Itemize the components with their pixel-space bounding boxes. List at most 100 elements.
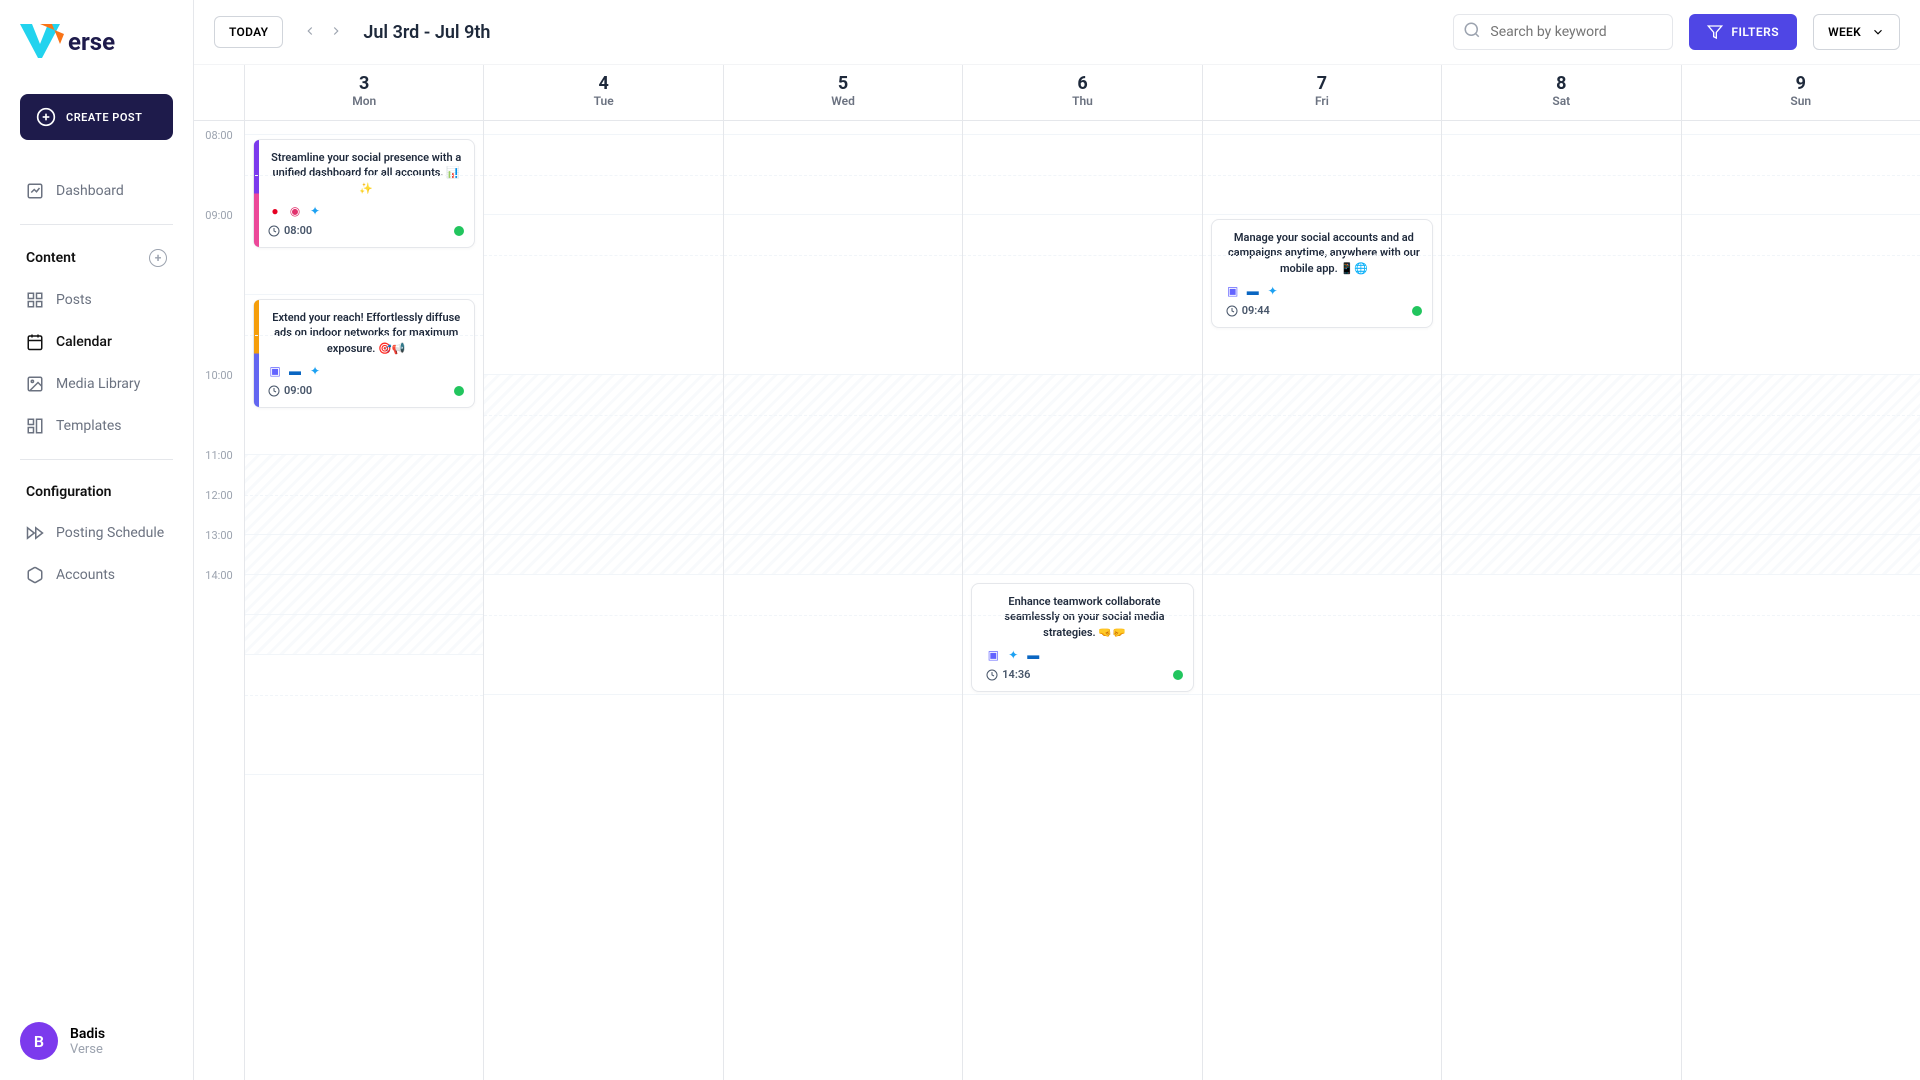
sidebar: erse CREATE POST Dashboard Content + Pos… [0,0,194,1080]
mastodon-icon: ▣ [986,648,1000,662]
sidebar-item-label: Posting Schedule [56,525,164,541]
day-column: 4Tue [483,65,722,1080]
day-name: Fri [1203,94,1441,108]
pinterest-icon: ● [268,204,282,218]
mastodon-icon: ▣ [268,364,282,378]
user-badge[interactable]: B Badis Verse [0,1022,193,1060]
day-number: 4 [484,73,722,94]
create-post-label: CREATE POST [66,111,142,124]
sidebar-item-label: Media Library [56,376,140,392]
sidebar-item-label: Dashboard [56,183,124,199]
next-button[interactable] [325,19,347,46]
status-dot [454,386,464,396]
view-selector[interactable]: WEEK [1813,14,1900,50]
day-column: 6Thu Enhance teamwork collaborate seamle… [962,65,1201,1080]
day-column: 8Sat [1441,65,1680,1080]
sidebar-item-templates[interactable]: Templates [20,405,173,447]
day-name: Wed [724,94,962,108]
event-card[interactable]: Extend your reach! Effortlessly diffuse … [253,299,475,408]
clock-icon [986,669,998,681]
day-column: 3Mon Streamline your social presence wit… [244,65,483,1080]
event-networks: ▣▬✦ [268,364,464,378]
time-label: 09:00 [205,209,232,222]
linkedin-icon: ▬ [1026,648,1040,662]
event-networks: ▣ ▬ ✦ [1226,284,1422,298]
today-button[interactable]: TODAY [214,16,283,48]
filter-icon [1707,24,1723,40]
time-label: 12:00 [205,489,232,502]
date-range: Jul 3rd - Jul 9th [363,22,490,43]
calendar-grid: 08:00 09:00 10:00 11:00 12:00 13:00 14:0… [194,65,1920,1080]
forward-icon [26,524,44,542]
event-card[interactable]: Enhance teamwork collaborate seamlessly … [971,583,1193,692]
clock-icon [268,225,280,237]
config-section-header: Configuration [0,472,193,512]
day-name: Thu [963,94,1201,108]
day-name: Sat [1442,94,1680,108]
event-card[interactable]: Manage your social accounts and ad campa… [1211,219,1433,328]
sidebar-item-media[interactable]: Media Library [20,363,173,405]
event-time: 08:00 [268,224,312,237]
content-section-header: Content + [0,237,193,279]
main: TODAY Jul 3rd - Jul 9th FILTERS WEEK 08:… [194,0,1920,1080]
day-number: 8 [1442,73,1680,94]
plus-circle-icon [36,107,56,127]
calendar-icon [26,333,44,351]
grid-icon [26,291,44,309]
create-post-button[interactable]: CREATE POST [20,94,173,140]
event-text: Manage your social accounts and ad campa… [1226,230,1422,276]
event-text: Streamline your social presence with a u… [268,150,464,196]
day-number: 5 [724,73,962,94]
day-number: 3 [245,73,483,94]
event-networks: ●◉✦ [268,204,464,218]
templates-icon [26,417,44,435]
clock-icon [268,385,280,397]
search-input[interactable] [1453,14,1673,50]
divider [20,459,173,460]
event-text: Extend your reach! Effortlessly diffuse … [268,310,464,356]
twitter-icon: ✦ [1266,284,1280,298]
plus-icon[interactable]: + [149,249,167,267]
day-number: 6 [963,73,1201,94]
sidebar-item-label: Calendar [56,334,112,350]
day-name: Mon [245,94,483,108]
svg-text:erse: erse [68,28,115,56]
sidebar-item-dashboard[interactable]: Dashboard [20,170,173,212]
day-name: Tue [484,94,722,108]
chevron-right-icon [329,24,343,38]
event-card[interactable]: Streamline your social presence with a u… [253,139,475,248]
day-column: 9Sun [1681,65,1920,1080]
mastodon-icon: ▣ [1226,284,1240,298]
event-text: Enhance teamwork collaborate seamlessly … [986,594,1182,640]
day-number: 7 [1203,73,1441,94]
divider [20,224,173,225]
time-label: 10:00 [205,369,232,382]
sidebar-item-calendar[interactable]: Calendar [20,321,173,363]
event-time: 09:00 [268,384,312,397]
status-dot [1412,306,1422,316]
status-dot [1173,670,1183,680]
twitter-icon: ✦ [308,204,322,218]
time-label: 13:00 [205,529,232,542]
prev-button[interactable] [299,19,321,46]
search-icon [1463,21,1481,43]
sidebar-item-accounts[interactable]: Accounts [20,554,173,596]
sidebar-item-label: Templates [56,418,122,434]
day-name: Sun [1682,94,1920,108]
filters-button[interactable]: FILTERS [1689,14,1797,50]
time-label: 08:00 [205,129,232,142]
day-column: 7Fri Manage your social accounts and ad … [1202,65,1441,1080]
image-icon [26,375,44,393]
view-label: WEEK [1828,25,1861,39]
event-time: 14:36 [986,668,1030,681]
linkedin-icon: ▬ [1246,284,1260,298]
avatar: B [20,1022,58,1060]
event-networks: ▣✦▬ [986,648,1182,662]
user-name: Badis [70,1026,105,1042]
chevron-down-icon [1871,25,1885,39]
day-number: 9 [1682,73,1920,94]
sidebar-item-schedule[interactable]: Posting Schedule [20,512,173,554]
time-label: 14:00 [205,569,232,582]
sidebar-item-label: Posts [56,292,92,308]
sidebar-item-posts[interactable]: Posts [20,279,173,321]
